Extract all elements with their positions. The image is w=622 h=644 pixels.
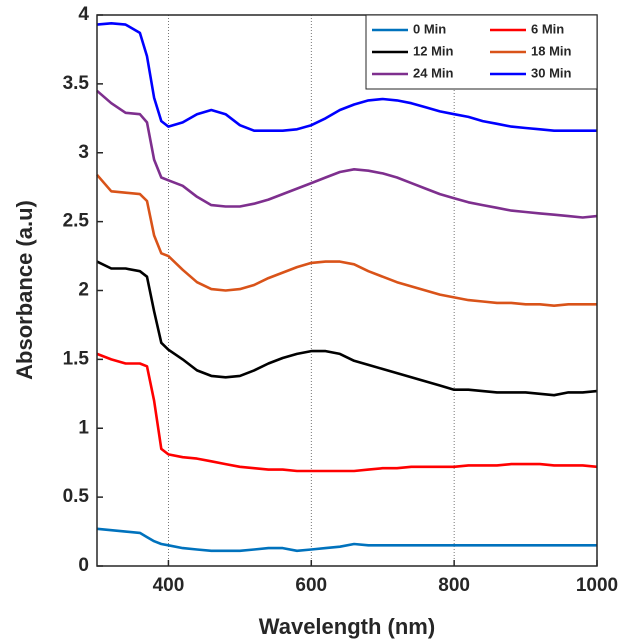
data-line [96, 22, 597, 132]
x-tick-label: 400 [153, 575, 185, 596]
legend-label: 18 Min [531, 43, 572, 58]
x-tick-label: 800 [438, 575, 470, 596]
y-tick-label: 4 [78, 4, 89, 25]
y-tick-label: 1.5 [63, 348, 90, 369]
y-axis-title: Absorbance (a.u) [12, 200, 37, 380]
x-tick-label: 600 [295, 575, 327, 596]
legend-label: 30 Min [531, 65, 572, 80]
data-line [96, 173, 597, 307]
x-axis-title: Wavelength (nm) [259, 614, 435, 639]
legend-label: 6 Min [531, 21, 564, 36]
y-tick-label: 3 [78, 142, 89, 163]
y-tick-label: 2 [78, 280, 89, 301]
legend-label: 24 Min [413, 65, 454, 80]
y-tick-label: 2.5 [63, 211, 90, 232]
data-line [96, 527, 597, 553]
plot-frame [96, 14, 598, 567]
x-tick-label: 1000 [576, 575, 618, 596]
data-line [96, 89, 598, 219]
y-tick-label: 0 [78, 555, 89, 576]
y-tick-label: 0.5 [63, 486, 90, 507]
y-tick-label: 1 [78, 417, 89, 438]
data-line [96, 352, 598, 473]
y-tick-label: 3.5 [63, 73, 90, 94]
data-line [96, 260, 598, 397]
legend-label: 0 Min [413, 21, 446, 36]
legend-label: 12 Min [413, 43, 454, 58]
